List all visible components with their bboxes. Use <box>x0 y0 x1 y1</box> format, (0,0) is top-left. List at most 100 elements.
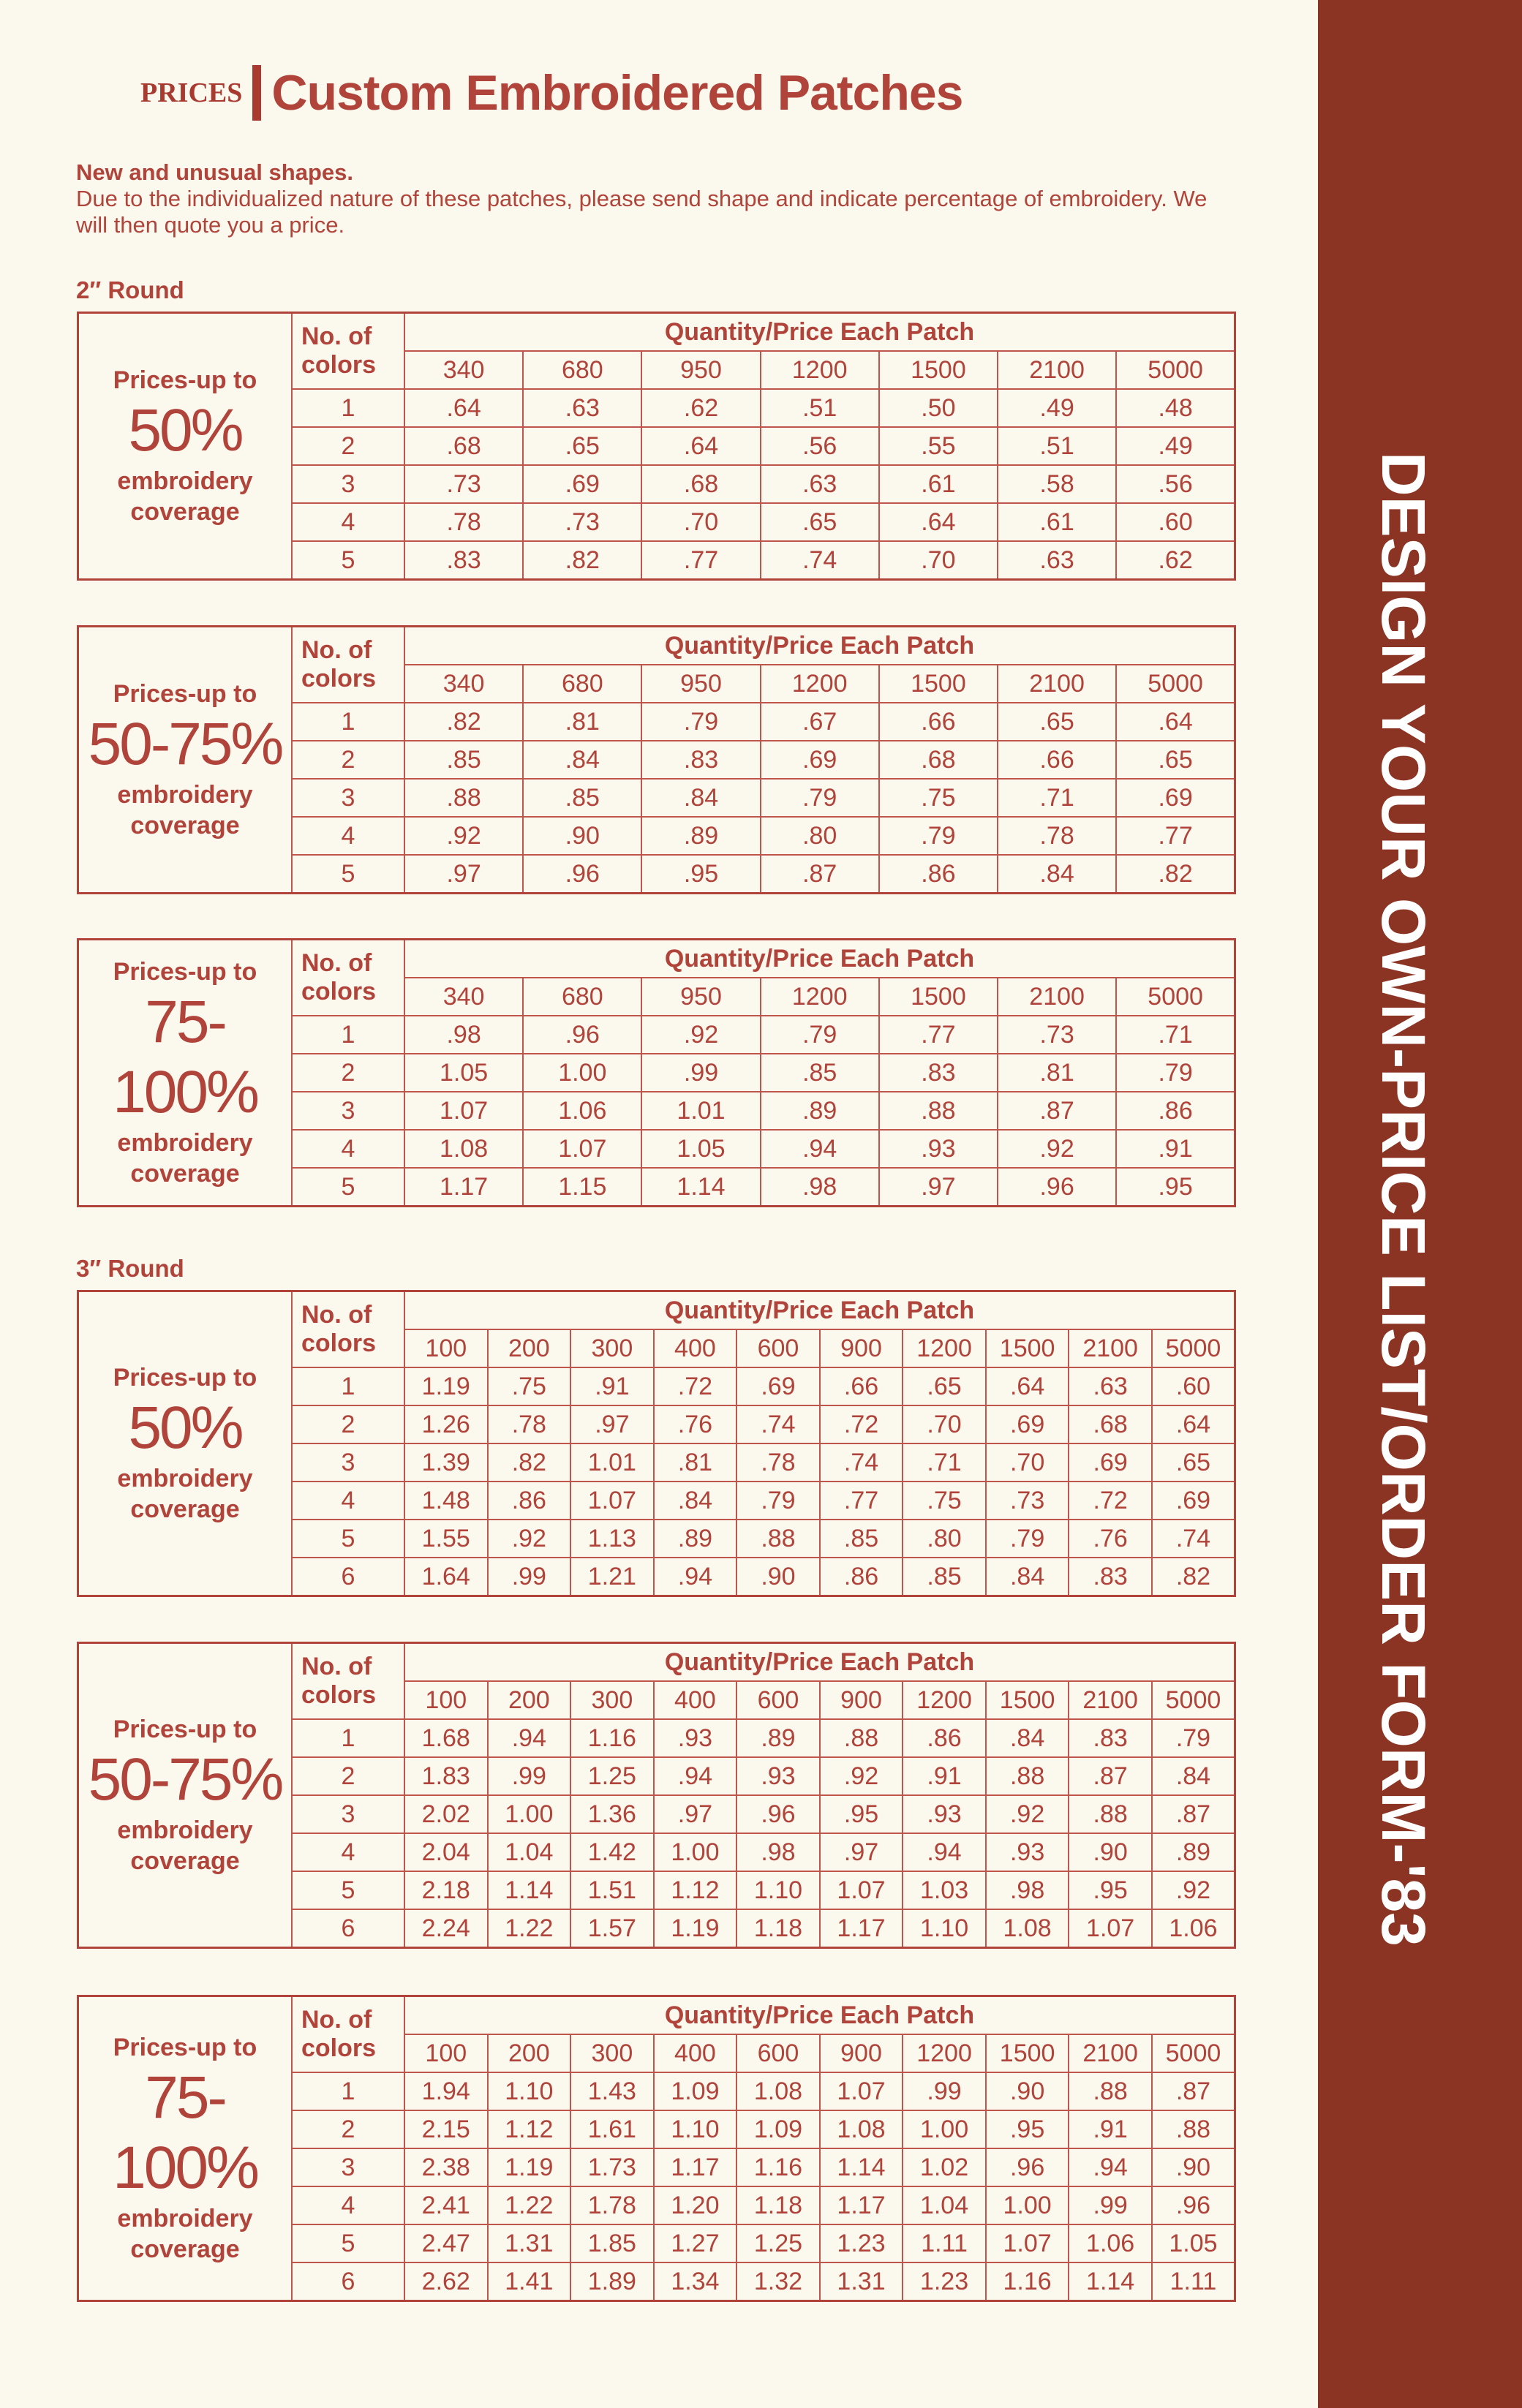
price-cell: .74 <box>736 1405 821 1444</box>
price-cell: 2.47 <box>404 2224 489 2263</box>
quantity-row: 340 680 950 1200 1500 2100 5000 <box>78 977 1236 1016</box>
coverage-label: Prices-up to 50-75% embroidery coverage <box>77 625 293 894</box>
price-cell: .79 <box>878 816 999 856</box>
price-cell: 1.14 <box>486 1871 572 1910</box>
price-cell: 1.23 <box>818 2224 904 2263</box>
price-cell: .90 <box>1068 1833 1153 1872</box>
price-cell: 1.32 <box>736 2262 821 2302</box>
price-cell: .83 <box>1068 1557 1153 1597</box>
coverage-percent: 50% <box>128 1394 244 1461</box>
price-cell: .67 <box>759 702 880 741</box>
coverage-prefix: Prices-up to <box>113 2034 257 2061</box>
price-cell: 1.13 <box>570 1519 655 1558</box>
price-cell: .84 <box>997 854 1118 894</box>
price-cell: 1.05 <box>1150 2224 1236 2263</box>
table-row: 3 1.39.82 1.01.81.78.74.71.70.69.65 <box>78 1443 1236 1482</box>
table-row: 2 2.15 1.12 1.61 1.10 1.09 1.08 1.00.95.91.88 <box>78 2110 1236 2149</box>
price-cell: .71 <box>1115 1015 1236 1054</box>
coverage-percent: 50% <box>128 397 244 464</box>
price-cell: .97 <box>652 1794 738 1834</box>
price-cell: .95 <box>1068 1871 1153 1910</box>
price-cell: .69 <box>759 740 880 780</box>
price-cell: 1.07 <box>818 2072 904 2111</box>
price-cell: .99 <box>641 1053 761 1092</box>
colors-count: 3 <box>291 2148 405 2187</box>
price-cell: 1.19 <box>486 2148 572 2187</box>
quantity-cell: 200 <box>486 1329 572 1368</box>
price-cell: 1.16 <box>984 2262 1070 2302</box>
coverage-suffix: coverage <box>130 812 240 839</box>
price-cell: .63 <box>759 464 880 504</box>
price-cell: .91 <box>1068 2110 1153 2149</box>
quantity-cell: 2100 <box>1068 2034 1153 2073</box>
price-cell: .64 <box>1115 702 1236 741</box>
price-cell: .86 <box>902 1718 987 1758</box>
table-row: 4 2.04 1.04 1.42 1.00.98.97.94.93.90.89 <box>78 1833 1236 1872</box>
price-cell: 1.10 <box>736 1871 821 1910</box>
coverage-prefix: Prices-up to <box>113 366 257 394</box>
price-cell: .62 <box>641 388 761 428</box>
price-cell: .84 <box>652 1481 738 1520</box>
price-cell: 1.17 <box>652 2148 738 2187</box>
coverage-suffix: embroidery <box>117 1465 253 1492</box>
heading-divider <box>252 65 262 121</box>
price-cell: .73 <box>984 1481 1070 1520</box>
price-cell: .84 <box>1150 1756 1236 1796</box>
price-cell: .88 <box>1150 2110 1236 2149</box>
price-cell: .79 <box>1150 1718 1236 1758</box>
price-cell: .86 <box>818 1557 904 1597</box>
price-cell: 1.09 <box>652 2072 738 2111</box>
section-label-prices: PRICES <box>140 78 243 108</box>
price-cell: .93 <box>878 1129 999 1169</box>
price-cell: 1.18 <box>736 1909 821 1949</box>
table-row: 3 1.07 1.06 1.01.89.88.87.86 <box>78 1091 1236 1131</box>
price-cell: .99 <box>1068 2186 1153 2225</box>
price-cell: .76 <box>652 1405 738 1444</box>
colors-count: 1 <box>291 702 405 741</box>
price-cell: .70 <box>902 1405 987 1444</box>
price-cell: 1.31 <box>486 2224 572 2263</box>
table-row: 4 2.41 1.22 1.78 1.20 1.18 1.17 1.04 1.00.99.96 <box>78 2186 1236 2225</box>
price-cell: .86 <box>1115 1091 1236 1131</box>
price-cell: 1.02 <box>902 2148 987 2187</box>
price-cell: .89 <box>652 1519 738 1558</box>
colors-header: No. of colors <box>291 625 405 703</box>
price-cell: .64 <box>984 1367 1070 1406</box>
price-cell: .72 <box>818 1405 904 1444</box>
price-cell: .90 <box>1150 2148 1236 2187</box>
price-cell: 1.36 <box>570 1794 655 1834</box>
price-cell: .95 <box>1115 1167 1236 1207</box>
price-cell: .82 <box>522 540 643 581</box>
sidebar-band <box>1318 0 1522 2408</box>
price-cell: .68 <box>641 464 761 504</box>
quantity-cell: 1200 <box>759 350 880 390</box>
colors-header: No. of colors <box>291 1642 405 1720</box>
price-cell: .94 <box>486 1718 572 1758</box>
price-cell: .94 <box>652 1756 738 1796</box>
price-cell: .90 <box>736 1557 821 1597</box>
table-row: 2 1.05 1.00.99.85.83.81.79 <box>78 1053 1236 1092</box>
price-cell: .69 <box>1115 778 1236 818</box>
price-cell: 1.00 <box>902 2110 987 2149</box>
price-cell: .79 <box>1115 1053 1236 1092</box>
price-cell: 1.07 <box>1068 1909 1153 1949</box>
quantity-header: Quantity/Price Each Patch <box>404 625 1236 665</box>
colors-count: 3 <box>291 1794 405 1834</box>
price-cell: .95 <box>818 1794 904 1834</box>
quantity-cell: 340 <box>403 977 524 1016</box>
table-row: 2 1.26.78.97.76.74.72.70.69.68.64 <box>78 1405 1236 1444</box>
quantity-cell: 1500 <box>984 1329 1070 1368</box>
price-cell: 1.07 <box>570 1481 655 1520</box>
price-cell: .96 <box>1150 2186 1236 2225</box>
price-cell: .77 <box>818 1481 904 1520</box>
price-cell: .75 <box>878 778 999 818</box>
colors-count: 5 <box>291 1871 405 1910</box>
price-cell: .91 <box>902 1756 987 1796</box>
table-row: 2.85.84.83.69.68.66.65 <box>78 740 1236 780</box>
price-cell: .85 <box>902 1557 987 1597</box>
quantity-row: 340 680 950 1200 1500 2100 5000 <box>78 350 1236 390</box>
price-table: Prices-up to 75-100% embroidery coverage No.… <box>77 938 1236 1207</box>
price-cell: 1.34 <box>652 2262 738 2302</box>
colors-header: No. of colors <box>291 938 405 1016</box>
coverage-percent: 75-100% <box>113 989 260 1125</box>
